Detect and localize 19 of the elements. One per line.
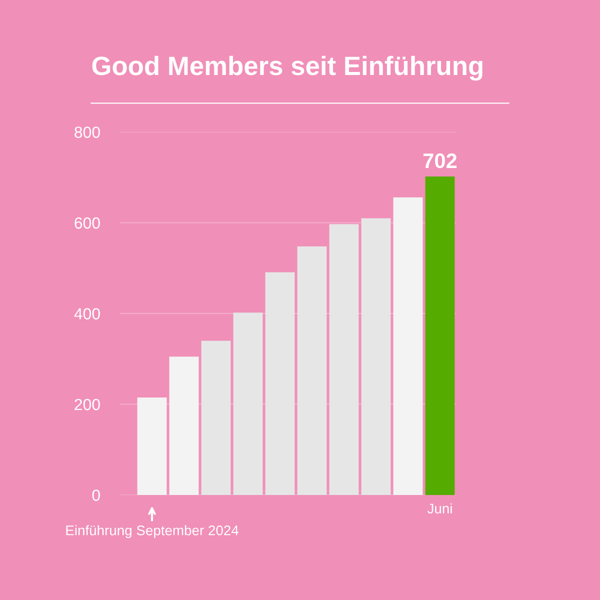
bar — [329, 224, 359, 495]
x-tick-label: Juni — [427, 503, 452, 514]
bar — [137, 397, 167, 495]
y-tick-label: 200 — [74, 398, 100, 410]
y-tick-label: 600 — [74, 217, 100, 229]
y-tick-label: 400 — [74, 308, 100, 320]
y-tick-label: 0 — [92, 490, 100, 501]
chart-title: Good Members seit Einführung — [92, 56, 482, 81]
bar — [265, 272, 295, 495]
y-tick-label: 800 — [74, 126, 100, 138]
bar — [169, 356, 199, 495]
data-label: 702 — [424, 153, 457, 168]
bar — [361, 218, 391, 495]
bar — [393, 197, 423, 495]
bar — [425, 176, 455, 495]
bar — [233, 312, 263, 495]
x-tick-label: Einführung September 2024 — [66, 525, 238, 538]
bar — [297, 246, 327, 495]
bar — [201, 340, 231, 495]
